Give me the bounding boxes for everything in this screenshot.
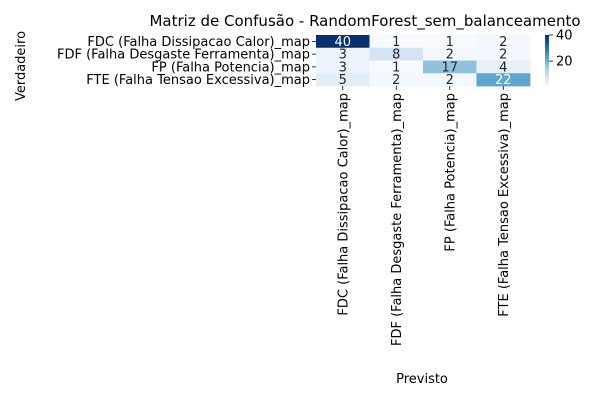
cell-value-label: 1 — [392, 35, 400, 50]
cell-value-label: 1 — [392, 60, 400, 75]
cell-value-label: 2 — [499, 35, 507, 50]
y-tick-label: FP (Falha Potencia)_map — [151, 60, 310, 75]
heatmap-cell — [476, 60, 531, 74]
colorbar-tick-label: 40 — [556, 29, 573, 44]
cell-value-label: 2 — [446, 48, 454, 63]
y-tick-label: FDF (Falha Desgaste Ferramenta)_map — [57, 48, 310, 63]
heatmap-cell — [423, 73, 477, 87]
heatmap-cell-labels: 40 1 1 23 8 2 23 1 17 45 2 2 22 — [334, 35, 511, 88]
cell-value-label: 1 — [446, 35, 454, 50]
cell-value-label: 17 — [441, 60, 458, 75]
cell-value-label: 4 — [499, 60, 507, 75]
heatmap-cell — [316, 47, 370, 61]
heatmap-cell — [369, 73, 424, 87]
cell-value-label: 3 — [339, 60, 347, 75]
x-tick-label: FP (Falha Potencia)_map — [443, 93, 458, 252]
y-tick-label: FDC (Falha Dissipacao Calor)_map — [87, 35, 310, 50]
heatmap-cells — [316, 35, 531, 87]
x-tick-labels: FDC (Falha Dissipacao Calor)_map FDF (Fal… — [336, 86, 512, 346]
heatmap-cell — [476, 73, 531, 87]
heatmap-cell — [476, 35, 531, 49]
chart-title: Matriz de Confusão - RandomForest_sem_ba… — [149, 12, 580, 31]
heatmap-cell — [476, 47, 531, 61]
y-tick-label: FTE (Falha Tensao Excessiva)_map — [86, 73, 310, 88]
heatmap-cell — [423, 60, 477, 74]
x-axis-label: Previsto — [396, 372, 448, 387]
x-tick-label: FDF (Falha Desgaste Ferramenta)_map — [390, 93, 405, 346]
cell-value-label: 22 — [495, 73, 512, 88]
heatmap-cell — [316, 35, 370, 49]
y-axis-label: Verdadeiro — [14, 31, 29, 101]
cell-value-label: 8 — [392, 48, 400, 63]
colorbar-gradient — [545, 35, 549, 86]
heatmap-cell — [316, 73, 370, 87]
heatmap-cell — [369, 60, 424, 74]
cell-value-label: 3 — [339, 48, 347, 63]
x-tick-label: FTE (Falha Tensao Excessiva)_map — [497, 93, 512, 317]
cell-value-label: 40 — [334, 35, 351, 50]
cell-value-label: 2 — [499, 48, 507, 63]
heatmap-cell — [423, 35, 477, 49]
cell-value-label: 2 — [446, 73, 454, 88]
colorbar-tick-label: 20 — [556, 55, 573, 70]
cell-value-label: 2 — [392, 73, 400, 88]
cell-value-label: 5 — [339, 73, 347, 88]
heatmap-cell — [316, 60, 370, 74]
heatmap-cell — [369, 47, 424, 61]
heatmap-cell — [423, 47, 477, 61]
heatmap-cell — [369, 35, 424, 49]
x-tick-label: FDC (Falha Dissipacao Calor)_map — [336, 93, 351, 316]
